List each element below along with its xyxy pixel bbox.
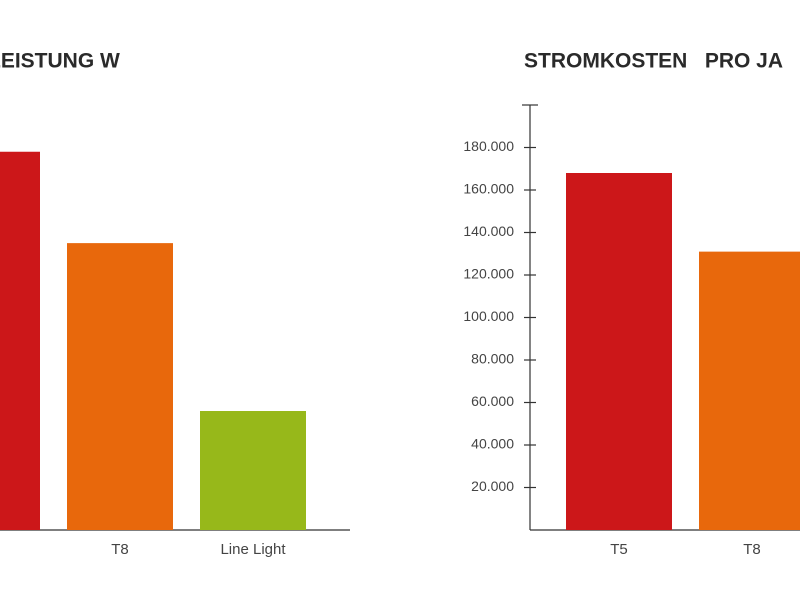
bar bbox=[67, 243, 173, 530]
y-tick-label: 20.000 bbox=[471, 478, 514, 494]
y-tick-label: 180.000 bbox=[463, 138, 514, 154]
x-tick-label: Line Light bbox=[220, 541, 286, 558]
y-tick-label: 140.000 bbox=[463, 223, 514, 239]
y-tick-label: 100.000 bbox=[463, 308, 514, 324]
x-tick-label: T8 bbox=[743, 541, 761, 558]
y-tick-label: 40.000 bbox=[471, 436, 514, 452]
bar bbox=[200, 411, 306, 530]
x-tick-label: T8 bbox=[111, 541, 129, 558]
y-tick-label: 160.000 bbox=[463, 181, 514, 197]
bar bbox=[566, 173, 672, 530]
y-tick-label: 120.000 bbox=[463, 266, 514, 282]
y-tick-label: 60.000 bbox=[471, 393, 514, 409]
bar bbox=[699, 251, 800, 530]
x-tick-label: T5 bbox=[610, 541, 628, 558]
bar bbox=[0, 151, 40, 530]
chart-title: LEISTUNG W bbox=[0, 50, 120, 73]
y-tick-label: 80.000 bbox=[471, 351, 514, 367]
chart-title: STROMKOSTEN PRO JA bbox=[524, 50, 783, 73]
